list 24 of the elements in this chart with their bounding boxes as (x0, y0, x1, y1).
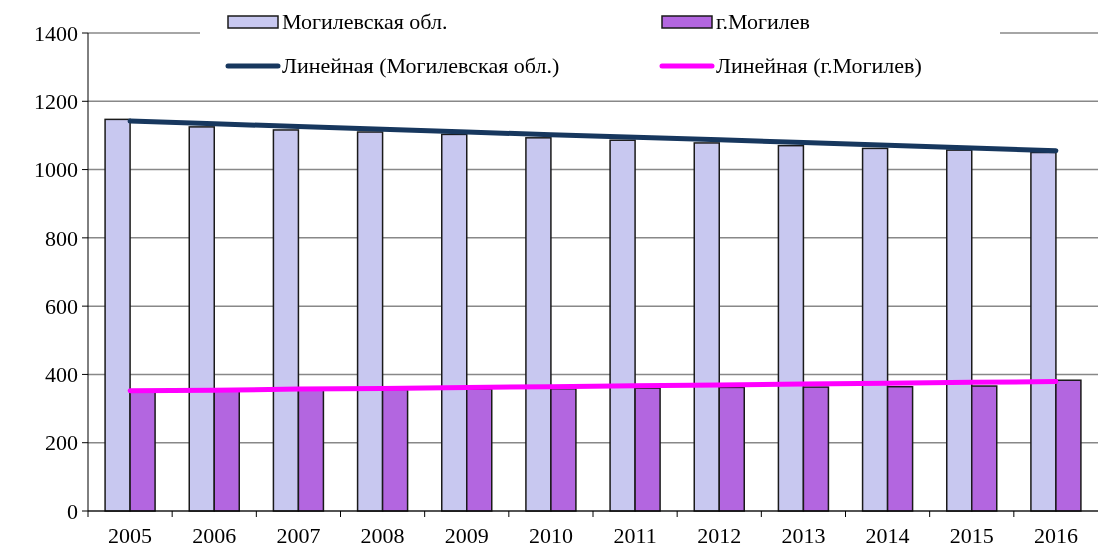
y-tick-label: 1400 (34, 20, 78, 46)
x-tick-label: 2014 (865, 523, 910, 548)
legend-label: Линейная (Могилевская обл.) (282, 53, 560, 78)
x-tick-label: 2010 (528, 523, 573, 548)
y-tick-label: 800 (45, 225, 78, 251)
legend-label: Линейная (г.Могилев) (716, 53, 922, 78)
x-tick-label: 2013 (781, 523, 826, 548)
y-tick-label: 400 (45, 362, 78, 388)
x-tick-label: 2012 (697, 523, 742, 548)
x-tick-label: 2008 (360, 523, 405, 548)
x-tick-label: 2011 (613, 523, 657, 548)
y-tick-label: 1000 (34, 157, 78, 183)
y-tick-label: 600 (45, 293, 78, 319)
x-tick-label: 2006 (192, 523, 237, 548)
x-tick-label: 2009 (444, 523, 489, 548)
legend-label: Могилевская обл. (282, 9, 448, 34)
x-tick-label: 2015 (949, 523, 994, 548)
x-tick-label: 2005 (108, 523, 153, 548)
legend-label: г.Могилев (716, 9, 810, 34)
x-tick-label: 2007 (276, 523, 321, 548)
y-tick-label: 200 (45, 430, 78, 456)
x-tick-label: 2016 (1033, 523, 1078, 548)
y-tick-label: 1200 (34, 88, 78, 114)
y-tick-label: 0 (67, 498, 78, 524)
